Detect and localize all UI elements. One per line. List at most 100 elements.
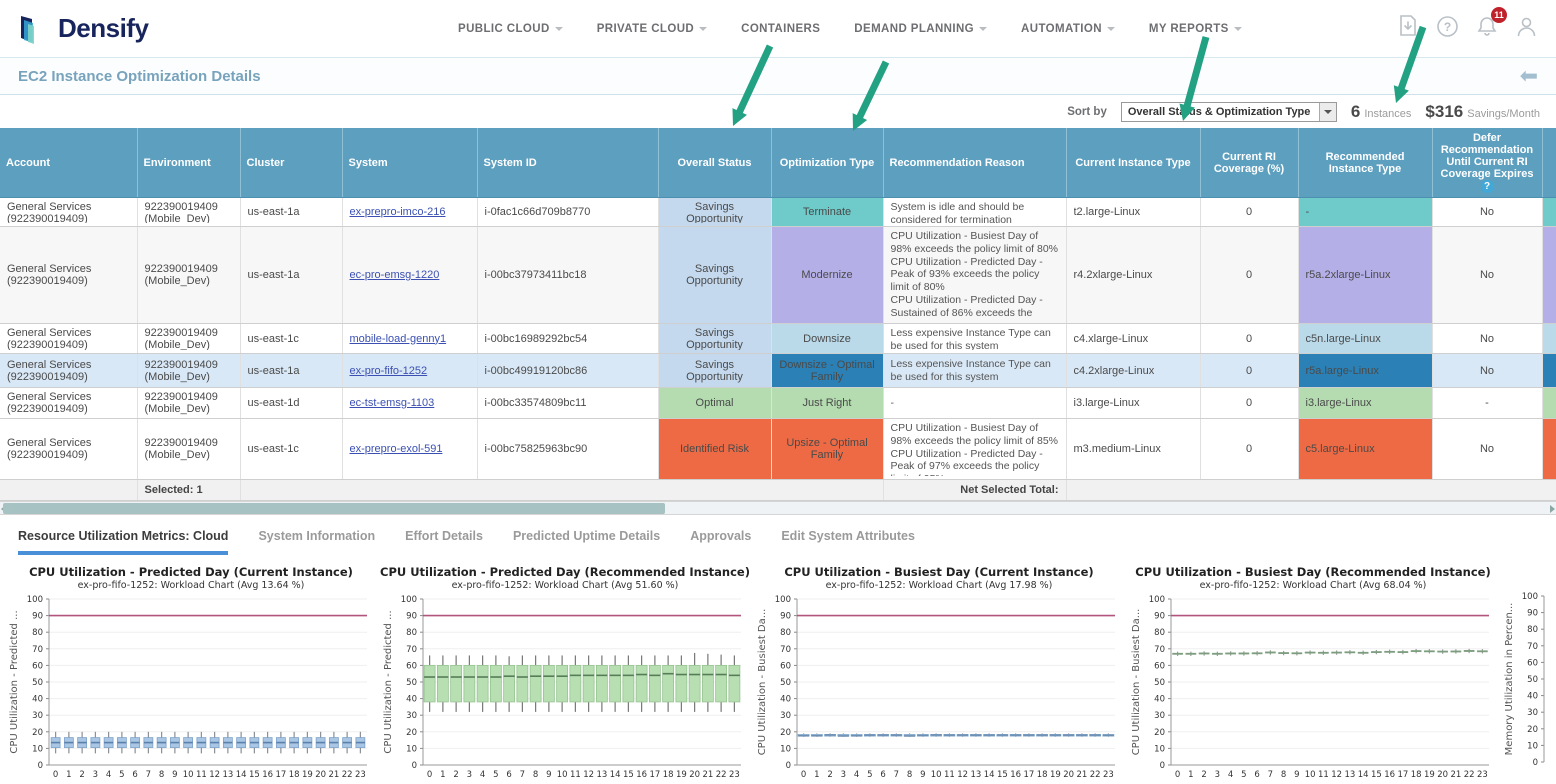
svg-text:10: 10: [1154, 744, 1165, 754]
svg-text:23: 23: [729, 770, 740, 780]
export-report-icon[interactable]: [1397, 14, 1419, 43]
scroll-right-icon[interactable]: [1550, 505, 1555, 513]
cell-environment: 922390019409 (Mobile_Dev): [137, 353, 241, 388]
chart-plot: Memory Utilization in Percen... 0 10 20 30 40…: [1504, 592, 1545, 768]
cell-overall-status: Optimal: [658, 387, 772, 419]
svg-text:50: 50: [1527, 675, 1538, 685]
densify-logo[interactable]: Densify: [18, 12, 398, 46]
svg-text:30: 30: [1527, 708, 1538, 718]
nav-item-automation[interactable]: AUTOMATION: [1021, 23, 1115, 35]
svg-text:23: 23: [1103, 770, 1114, 780]
svg-text:22: 22: [1464, 770, 1475, 780]
cell-defer: No: [1432, 197, 1543, 227]
table-footer-row: Selected: 1 Net Selected Total:: [0, 479, 1556, 501]
nav-item-containers[interactable]: CONTAINERS: [741, 23, 820, 35]
scrollbar-thumb[interactable]: [3, 503, 665, 514]
system-link[interactable]: ex-pro-fifo-1252: [349, 364, 428, 377]
cell-defer: No: [1432, 418, 1543, 480]
nav-item-my-reports[interactable]: MY REPORTS: [1149, 23, 1242, 35]
svg-text:2: 2: [1201, 770, 1206, 780]
svg-text:10: 10: [1305, 770, 1316, 780]
svg-text:40: 40: [406, 695, 417, 705]
column-header-label: Overall Status: [677, 156, 752, 169]
user-profile-icon[interactable]: [1515, 15, 1538, 43]
column-header-label: System ID: [483, 156, 537, 169]
cell-ri-coverage: 0: [1200, 387, 1299, 419]
svg-text:1: 1: [1188, 770, 1193, 780]
table-row[interactable]: General Services (922390019409) 922390019…: [0, 353, 1556, 388]
cell-environment: 922390019409 (Mobile_Dev): [137, 387, 241, 419]
tab-approvals[interactable]: Approvals: [690, 529, 752, 543]
cell-account-text: General Services (922390019409): [7, 391, 92, 415]
system-link[interactable]: mobile-load-genny1: [349, 332, 447, 345]
cell-system: ex-prepro-imco-216: [342, 197, 478, 227]
svg-text:30: 30: [1154, 711, 1165, 721]
system-link[interactable]: ec-pro-emsg-1220: [349, 269, 440, 281]
cell-recommendation-reason-text: Less expensive Instance Type can be used…: [890, 357, 1051, 383]
cell-overall-status-text: Identified Risk: [679, 443, 750, 455]
cell-account-text: General Services (922390019409): [7, 263, 92, 287]
cell-cluster: us-east-1a: [240, 226, 343, 324]
notifications-bell-icon[interactable]: 11: [1476, 6, 1507, 43]
svg-text:15: 15: [623, 770, 634, 780]
table-row[interactable]: General Services (922390019409) 922390019…: [0, 226, 1556, 324]
svg-text:18: 18: [289, 770, 300, 780]
sort-by-dropdown[interactable]: Overall Status & Optimization Type: [1120, 101, 1337, 122]
footer-blank: [0, 479, 138, 501]
svg-text:90: 90: [406, 612, 417, 622]
tab-system-information[interactable]: System Information: [258, 529, 376, 543]
nav-item-private-cloud[interactable]: PRIVATE CLOUD: [597, 23, 708, 35]
dropdown-arrow-icon[interactable]: [1318, 102, 1336, 121]
system-link[interactable]: ex-prepro-imco-216: [349, 206, 446, 218]
chart-title: CPU Utilization - Predicted Day (Recomme…: [380, 565, 750, 579]
column-header-label: Defer Recommendation Until Current RI Co…: [1440, 132, 1534, 180]
column-header-label: Optimization Type: [779, 156, 875, 169]
svg-text:11: 11: [570, 770, 581, 780]
chart-plot: CPU Utilization - Busiest Da...010203040…: [757, 595, 1115, 780]
svg-text:15: 15: [1371, 770, 1382, 780]
svg-text:21: 21: [1076, 770, 1087, 780]
help-icon[interactable]: ?: [1436, 15, 1459, 43]
tab-edit-system-attributes[interactable]: Edit System Attributes: [781, 529, 915, 543]
nav-item-label: DEMAND PLANNING: [854, 22, 975, 35]
cell-system: ex-prepro-exol-591: [342, 418, 478, 480]
detail-tabs: Resource Utilization Metrics: Cloud Syste…: [0, 515, 1556, 559]
chevron-down-icon: [699, 27, 708, 31]
system-link[interactable]: ex-prepro-exol-591: [349, 443, 443, 455]
system-link[interactable]: ec-tst-emsg-1103: [349, 397, 435, 409]
svg-text:19: 19: [302, 770, 313, 780]
horizontal-scrollbar[interactable]: [0, 501, 1556, 515]
cell-system-id-text: i-00bc49919120bc86: [484, 364, 588, 377]
svg-text:9: 9: [546, 770, 551, 780]
defer-help-icon[interactable]: ?: [1480, 180, 1494, 193]
column-header-1: Environment: [137, 128, 241, 198]
table-row[interactable]: General Services (922390019409) 922390019…: [0, 323, 1556, 354]
cell-system-id-text: i-00bc75825963bc90: [484, 443, 588, 455]
table-row[interactable]: General Services (922390019409) 922390019…: [0, 387, 1556, 419]
svg-text:6: 6: [1254, 770, 1259, 780]
svg-text:20: 20: [32, 728, 43, 738]
brand-name: Densify: [58, 13, 149, 43]
nav-item-demand-planning[interactable]: DEMAND PLANNING: [854, 22, 988, 35]
cell-cluster-text: us-east-1a: [247, 269, 300, 281]
svg-text:CPU Utilization - Predicted ..: CPU Utilization - Predicted ...: [383, 610, 394, 753]
tab-predicted-uptime-details[interactable]: Predicted Uptime Details: [512, 529, 661, 543]
svg-text:10: 10: [183, 770, 194, 780]
svg-text:90: 90: [32, 612, 43, 622]
svg-text:90: 90: [1527, 609, 1538, 619]
svg-text:16: 16: [636, 770, 647, 780]
cell-defer: -: [1432, 387, 1543, 419]
nav-item-public-cloud[interactable]: PUBLIC CLOUD: [458, 23, 563, 35]
cell-account-text: General Services (922390019409): [7, 437, 92, 461]
table-row[interactable]: General Services (922390019409) 922390019…: [0, 197, 1556, 227]
svg-text:90: 90: [780, 612, 791, 622]
cell-ri-coverage: 0: [1200, 197, 1299, 227]
tab-resource-utilization-metrics-cloud[interactable]: Resource Utilization Metrics: Cloud: [18, 529, 229, 555]
back-arrow-icon[interactable]: ⬅: [1519, 63, 1538, 88]
table-row[interactable]: General Services (922390019409) 922390019…: [0, 418, 1556, 480]
cell-account: General Services (922390019409): [0, 387, 138, 419]
svg-text:20: 20: [315, 770, 326, 780]
cell-ri-coverage: 0: [1200, 353, 1299, 388]
cell-ri-coverage-text: 0: [1245, 332, 1253, 345]
tab-effort-details[interactable]: Effort Details: [405, 529, 483, 543]
